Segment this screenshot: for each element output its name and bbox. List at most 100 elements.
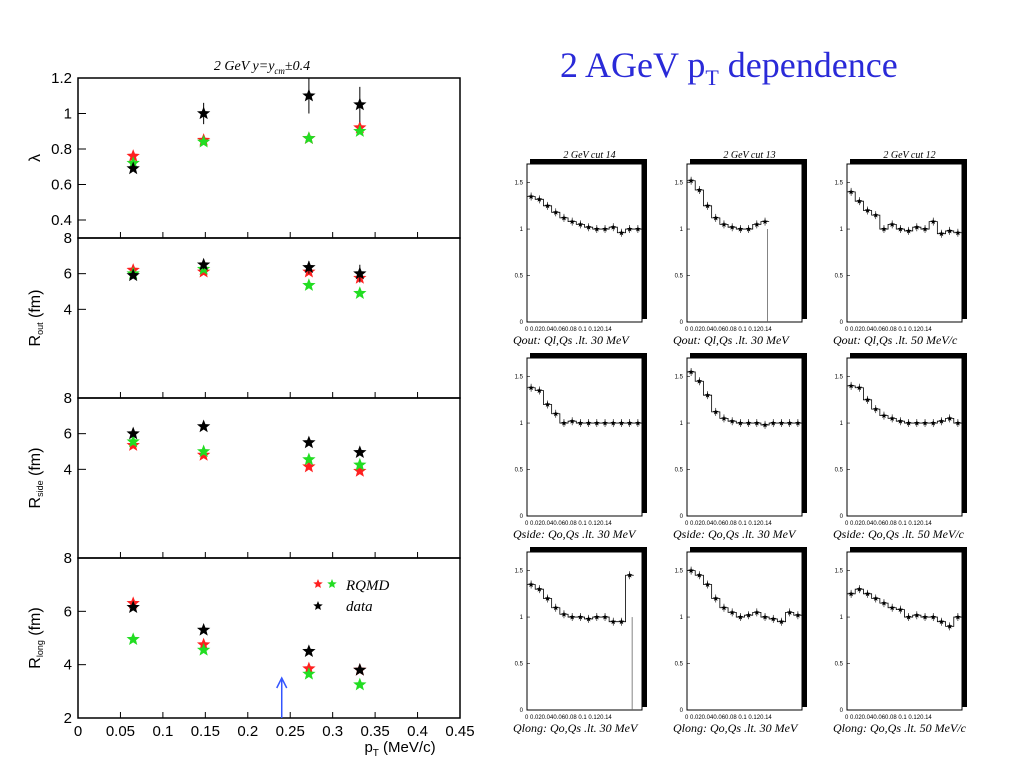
small-plot-label: Qlong: Qo,Qs .lt. 30 MeV xyxy=(673,721,799,735)
small-data-point xyxy=(729,609,736,615)
data-point-rlong-rqmd-green xyxy=(353,677,367,691)
small-plot-label: Qside: Qo,Qs .lt. 30 MeV xyxy=(513,527,637,541)
data-point-rlong-data xyxy=(196,623,211,636)
data-point-rout-rqmd-green xyxy=(353,286,367,299)
small-data-point xyxy=(848,590,854,597)
small-data-point xyxy=(712,595,719,601)
y-tick-label-lambda: 0.4 xyxy=(51,212,72,229)
small-data-point xyxy=(536,586,543,592)
data-point-rside-data xyxy=(302,435,316,449)
small-data-point xyxy=(737,420,744,426)
small-x-tick-label: 0 0.020.040.060.08 0.1 0.120.14 xyxy=(525,521,612,527)
small-y-tick-label: 1.5 xyxy=(835,569,844,575)
y-tick-label-rout: 8 xyxy=(64,230,72,247)
small-y-tick-label: 1 xyxy=(680,227,684,233)
small-y-tick-label: 1.5 xyxy=(675,181,684,187)
small-data-point xyxy=(696,378,703,384)
small-data-point xyxy=(745,226,752,232)
small-y-tick-label: 0 xyxy=(520,320,524,326)
small-data-point xyxy=(602,614,608,620)
small-y-tick-label: 1.5 xyxy=(515,569,524,575)
small-plot-frame xyxy=(846,163,963,323)
y-tick-label-lambda: 0.6 xyxy=(51,177,72,194)
small-data-point xyxy=(872,212,879,218)
small-data-point xyxy=(712,214,719,221)
small-y-tick-label: 1 xyxy=(520,227,524,233)
small-data-point xyxy=(626,420,633,426)
small-x-tick-label: 0 0.020.040.060.08 0.1 0.120.14 xyxy=(685,715,772,721)
small-plot-label: Qside: Qo,Qs .lt. 50 MeV/c xyxy=(833,527,965,541)
small-data-point xyxy=(737,226,744,232)
small-data-point xyxy=(786,609,793,615)
small-data-point xyxy=(610,224,617,230)
small-data-point xyxy=(544,202,551,209)
data-point-rlong-rqmd-green xyxy=(302,667,316,680)
small-data-point xyxy=(881,226,887,232)
small-plot-frame xyxy=(686,551,803,711)
small-plot-shadow-top xyxy=(690,159,807,164)
small-data-point xyxy=(593,420,600,426)
x-tick-label: 0.2 xyxy=(237,723,258,740)
data-point-lambda-data xyxy=(302,88,316,102)
small-plot-shadow-top xyxy=(530,547,647,552)
small-y-tick-label: 1 xyxy=(840,227,844,233)
small-data-point xyxy=(938,418,945,424)
small-plot-frame xyxy=(686,163,803,323)
small-data-point xyxy=(938,230,945,237)
small-data-point xyxy=(938,618,945,625)
y-tick-label-rlong: 2 xyxy=(64,710,72,727)
legend-star-green xyxy=(327,579,337,589)
y-axis-label-rlong: Rlong (fm) xyxy=(27,607,45,668)
small-data-point xyxy=(922,226,928,232)
small-y-tick-label: 0 xyxy=(520,514,524,520)
x-tick-label: 0.35 xyxy=(361,723,390,740)
small-data-point xyxy=(696,187,703,193)
small-y-tick-label: 0.5 xyxy=(835,468,844,474)
legend-label-rqmd: RQMD xyxy=(345,578,389,594)
small-x-tick-label: 0 0.020.040.060.08 0.1 0.120.14 xyxy=(845,715,932,721)
small-plot-shadow-right xyxy=(962,547,967,707)
small-data-point xyxy=(922,614,928,620)
panel-frame-rlong xyxy=(77,557,461,719)
data-point-rside-data xyxy=(196,419,211,433)
data-point-rside-rqmd-green xyxy=(302,452,316,466)
small-data-point xyxy=(930,420,937,426)
x-tick-label: 0.45 xyxy=(445,723,474,740)
slide-title: 2 AGeV pT dependence xyxy=(560,44,898,91)
left-chart-title: 2 GeV y=ycm±0.4 xyxy=(214,59,310,76)
small-y-tick-label: 0 xyxy=(680,320,684,326)
small-data-point xyxy=(753,609,760,615)
small-plot-frame xyxy=(846,551,963,711)
small-data-point xyxy=(626,572,633,578)
legend-star-red xyxy=(313,579,323,589)
small-data-point xyxy=(704,581,711,587)
small-data-point xyxy=(913,420,920,426)
small-data-point xyxy=(856,384,863,391)
data-point-lambda-data xyxy=(353,97,367,111)
small-data-point xyxy=(856,586,863,592)
small-data-point xyxy=(618,420,625,426)
data-point-rlong-rqmd-green xyxy=(126,632,140,645)
small-plot-frame xyxy=(526,551,643,711)
small-plot-shadow-top xyxy=(690,547,807,552)
data-point-rside-rqmd-green xyxy=(126,434,140,448)
small-data-point xyxy=(848,188,854,195)
small-data-point xyxy=(795,612,801,618)
small-plot-column-title: 2 GeV cut 12 xyxy=(883,150,935,161)
small-data-point xyxy=(889,415,896,421)
small-plot-label: Qout: Ql,Qs .lt. 30 MeV xyxy=(673,333,790,347)
small-x-tick-label: 0 0.020.040.060.08 0.1 0.120.14 xyxy=(525,327,612,333)
small-plot-histogram xyxy=(687,180,770,230)
y-tick-label-rout: 4 xyxy=(64,301,72,318)
small-data-point xyxy=(696,572,703,578)
small-plot-label: Qout: Ql,Qs .lt. 30 MeV xyxy=(513,333,630,347)
data-point-rlong-data xyxy=(302,644,316,657)
small-plot-frame xyxy=(846,357,963,517)
small-data-point xyxy=(635,420,641,426)
small-data-point xyxy=(922,420,928,426)
x-axis-label: pT (MeV/c) xyxy=(364,739,435,759)
slide-title-main: 2 AGeV p xyxy=(560,45,706,85)
legend-star-data xyxy=(313,601,323,611)
x-tick-label: 0.1 xyxy=(152,723,173,740)
small-x-tick-label: 0 0.020.040.060.08 0.1 0.120.14 xyxy=(845,327,932,333)
